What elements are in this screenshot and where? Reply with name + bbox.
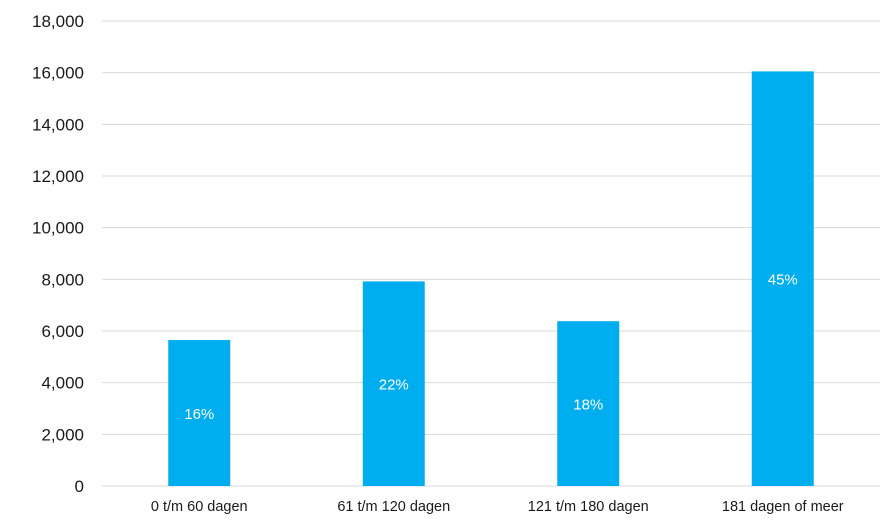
bar	[557, 321, 620, 486]
y-tick-label: 14,000	[32, 115, 84, 134]
y-tick-label: 10,000	[32, 219, 84, 238]
y-tick-label: 2,000	[41, 425, 84, 444]
gridlines	[102, 20, 880, 487]
data-labels: 16% 22% 18% 45%	[184, 272, 798, 423]
bars	[168, 71, 814, 486]
bar	[751, 71, 814, 486]
y-tick-label: 4,000	[41, 374, 84, 393]
x-tick-label: 61 t/m 120 dagen	[337, 499, 450, 515]
data-label: 18%	[573, 397, 603, 414]
data-label: 22%	[379, 377, 409, 394]
x-tick-label: 0 t/m 60 dagen	[151, 499, 248, 515]
data-label: 45%	[768, 272, 798, 289]
y-tick-label: 6,000	[41, 322, 84, 341]
y-tick-label: 16,000	[32, 64, 84, 83]
y-tick-label: 18,000	[32, 12, 84, 31]
y-tick-label: 12,000	[32, 167, 84, 186]
data-label: 16%	[184, 406, 214, 423]
bar	[168, 340, 231, 486]
y-axis-tick-labels: 0 2,000 4,000 6,000 8,000 10,000 12,000 14,000 1…	[32, 12, 84, 496]
y-tick-label: 8,000	[41, 270, 84, 289]
x-axis-tick-labels: 0 t/m 60 dagen 61 t/m 120 dagen 121 t/m 18…	[151, 499, 844, 515]
x-tick-label: 121 t/m 180 dagen	[528, 499, 649, 515]
y-tick-label: 0	[75, 477, 84, 496]
bar	[362, 281, 425, 486]
x-tick-label: 181 dagen of meer	[722, 499, 844, 515]
